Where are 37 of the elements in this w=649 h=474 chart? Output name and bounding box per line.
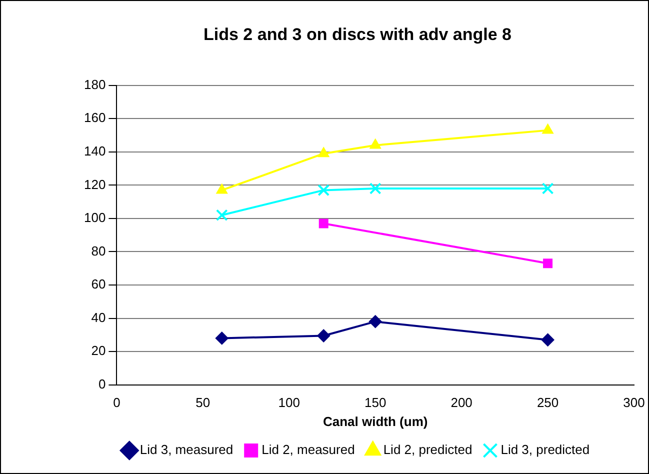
y-tick-label: 60 <box>91 276 106 292</box>
point <box>541 333 554 346</box>
chart-title: Lids 2 and 3 on discs with adv angle 8 <box>204 24 512 44</box>
y-tick-label: 0 <box>98 376 106 392</box>
y-tick-label: 180 <box>84 76 106 92</box>
point <box>370 138 382 149</box>
y-tick-label: 160 <box>84 110 106 126</box>
point <box>542 124 554 134</box>
y-tick-label: 100 <box>84 210 106 226</box>
point <box>318 147 330 158</box>
point <box>318 218 328 228</box>
legend-label: Lid 3, predicted <box>500 442 590 458</box>
y-tick-label: 20 <box>91 343 106 358</box>
x-tick-label: 300 <box>623 395 645 410</box>
point <box>215 332 228 345</box>
legend-label: Lid 2, predicted <box>383 442 472 458</box>
point <box>216 184 228 194</box>
x-tick-label: 150 <box>364 395 386 410</box>
x-tick-label: 100 <box>278 395 300 410</box>
point <box>543 258 553 268</box>
x-tick-label: 50 <box>196 395 210 410</box>
x-tick-label: 250 <box>536 395 559 410</box>
point <box>369 182 382 194</box>
y-tick-label: 80 <box>91 243 106 258</box>
legend-label: Lid 3, measured <box>140 442 234 458</box>
y-tick-label: 120 <box>84 176 106 192</box>
legend-label: Lid 2, measured <box>262 442 355 458</box>
x-tick-label: 0 <box>113 395 120 410</box>
point <box>368 315 382 328</box>
x-tick-label: 200 <box>450 395 472 410</box>
y-tick-label: 140 <box>84 144 106 159</box>
point <box>317 329 330 342</box>
x-axis-title: Canal width (um) <box>322 414 428 429</box>
y-tick-label: 40 <box>91 310 106 325</box>
point <box>216 209 228 222</box>
point <box>318 184 330 196</box>
point <box>542 182 554 194</box>
